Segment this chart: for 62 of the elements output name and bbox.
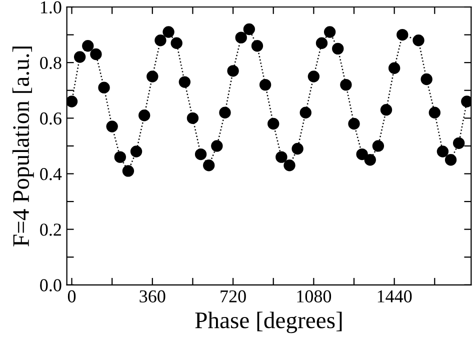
point (219, 106, 231, 118)
point (284, 160, 296, 172)
x-tick-label: 360 (140, 290, 166, 302)
point (251, 40, 264, 52)
point (420, 73, 432, 86)
x-tick-label: 1440 (378, 290, 412, 302)
point (211, 140, 223, 152)
point (98, 82, 110, 94)
x-tick-label: 1080 (297, 290, 332, 302)
point (268, 118, 280, 130)
x-axis-title: Phase [degrees] (195, 312, 342, 334)
point (130, 146, 142, 158)
point (259, 78, 272, 91)
point (186, 112, 199, 124)
point (428, 106, 440, 118)
point (388, 62, 400, 74)
point (90, 48, 102, 60)
point (106, 120, 118, 132)
point (300, 106, 312, 118)
point (461, 96, 472, 108)
point (316, 37, 328, 49)
point (412, 34, 424, 46)
y-tick-label: 1.0 (40, 1, 62, 14)
x-tick-label: 0 (68, 290, 76, 302)
point (243, 23, 256, 36)
point (74, 51, 86, 63)
point (138, 110, 150, 122)
point (82, 40, 94, 52)
point (380, 104, 392, 116)
x-tick-label: 720 (220, 290, 246, 302)
point (66, 96, 78, 108)
point (348, 118, 360, 130)
point (364, 154, 376, 166)
point (332, 42, 344, 55)
point (276, 151, 288, 163)
point (396, 28, 408, 41)
point (203, 160, 215, 172)
point (122, 165, 134, 177)
point (235, 32, 247, 44)
point (178, 76, 191, 88)
point (324, 26, 336, 38)
point (114, 151, 126, 163)
point (308, 70, 320, 82)
point (227, 65, 239, 77)
point (170, 37, 182, 49)
point (444, 154, 457, 166)
y-tick-label: 0.0 (40, 279, 62, 292)
y-tick-label: 0.4 (40, 168, 62, 180)
point (154, 34, 166, 46)
y-axis-title: F=4 Population [a.u.] (12, 46, 34, 246)
y-tick-label: 0.8 (40, 56, 62, 70)
y-tick-label: 0.6 (40, 112, 62, 125)
point (292, 142, 304, 155)
point (194, 148, 207, 160)
point (162, 26, 174, 38)
point (340, 78, 352, 91)
point (146, 70, 158, 82)
point (436, 146, 449, 158)
point (452, 137, 465, 150)
y-tick-label: 0.2 (40, 224, 61, 236)
point (356, 148, 368, 160)
point (372, 140, 384, 152)
